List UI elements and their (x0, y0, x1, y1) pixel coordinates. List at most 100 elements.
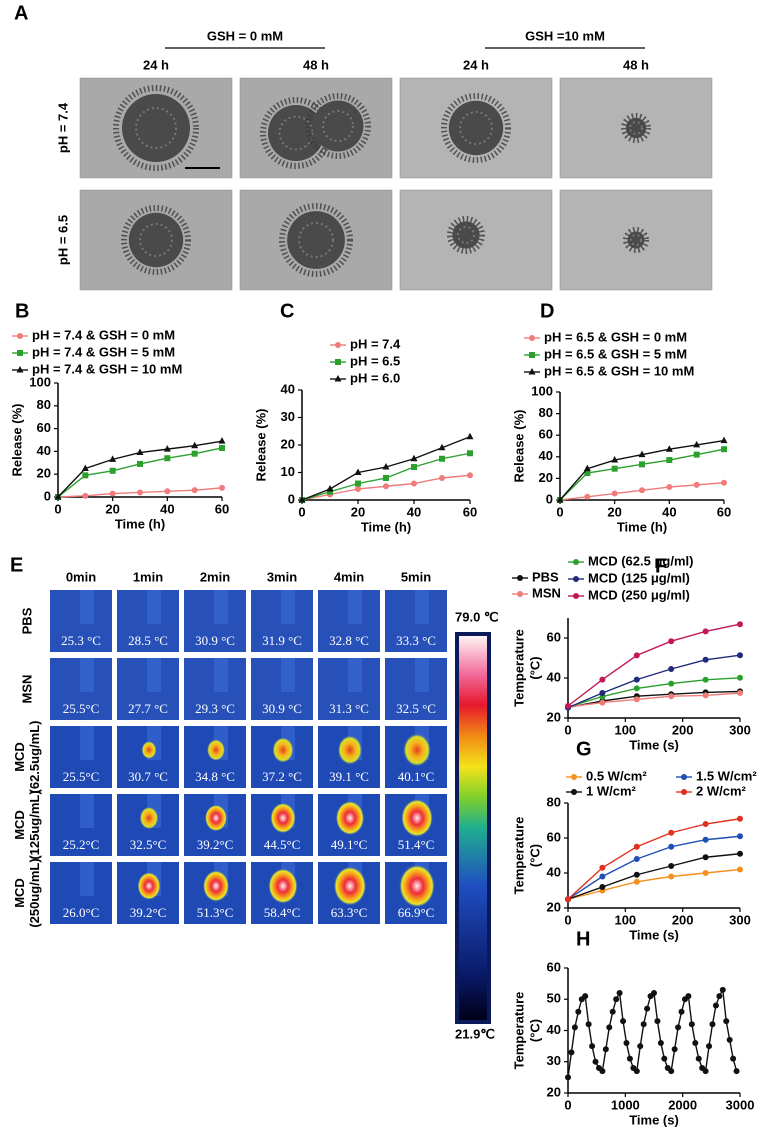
data-point (688, 1021, 695, 1028)
x-tick-label: 0 (564, 722, 571, 737)
temperature-label: 25.5°C (63, 701, 100, 716)
particle-texture (629, 121, 643, 135)
data-point (706, 1043, 713, 1050)
panel-label: A (14, 2, 28, 24)
data-point (737, 850, 743, 857)
data-point (666, 457, 673, 464)
data-point (326, 485, 334, 492)
data-point (355, 480, 361, 487)
x-tick-label: 200 (672, 722, 694, 737)
data-point (668, 1068, 675, 1075)
thermal-shade (348, 590, 362, 624)
data-point (137, 489, 143, 496)
temperature-label: 66.9°C (398, 905, 435, 920)
data-point (599, 676, 606, 683)
data-point (721, 446, 727, 453)
data-point (583, 464, 591, 472)
data-point (668, 843, 675, 850)
temperature-label: 29.3 °C (195, 701, 235, 716)
y-tick-label: 40 (281, 381, 295, 396)
particle (128, 212, 184, 268)
particle-texture (139, 223, 173, 257)
y-axis-label: (°C) (527, 1019, 542, 1042)
legend-label: MSN (532, 585, 561, 600)
legend-label: pH = 7.4 & GSH = 0 mM (32, 327, 175, 342)
data-point (585, 1021, 592, 1028)
row-label: pH = 6.5 (55, 215, 70, 265)
data-point (327, 488, 333, 495)
particle-halo (121, 205, 191, 275)
hot-spot (206, 738, 226, 762)
hot-spot (403, 733, 431, 767)
hot-spot (202, 870, 230, 902)
particle-halo (305, 93, 371, 159)
y-tick-label: 20 (281, 436, 295, 451)
color-bar-min: 21.9℃ (455, 1026, 495, 1041)
data-point (411, 464, 417, 470)
data-point (109, 467, 116, 474)
x-tick-label: 20 (351, 504, 365, 519)
data-point (702, 676, 709, 683)
data-point (439, 475, 445, 481)
temperature-label: 32.5 °C (396, 701, 436, 716)
data-point (611, 490, 618, 497)
data-point (633, 1068, 640, 1075)
thermal-shade (80, 658, 94, 692)
data-point (599, 699, 606, 706)
particle (625, 117, 647, 139)
data-point (599, 884, 606, 890)
group-header: GSH = 0 mM (207, 28, 283, 43)
legend-marker (529, 335, 535, 341)
data-point (606, 1024, 613, 1031)
data-point (219, 484, 225, 491)
temperature-label: 32.8 °C (329, 633, 369, 648)
data-point (726, 1036, 733, 1043)
particle-halo (621, 113, 651, 143)
column-header: 5min (401, 569, 431, 584)
column-header: 3min (267, 569, 297, 584)
legend-marker (573, 593, 579, 599)
x-tick-label: 40 (160, 501, 174, 516)
data-point (568, 1049, 575, 1056)
x-tick-label: 0 (556, 504, 563, 519)
y-tick-label: 60 (547, 629, 561, 644)
thermal-shade (281, 590, 295, 624)
thermal-shade (147, 658, 161, 692)
particle (448, 100, 504, 156)
data-point (730, 1055, 737, 1062)
hot-spot (337, 735, 363, 765)
row-label: MCD (12, 878, 27, 908)
data-point (639, 487, 645, 494)
column-header: 0min (66, 569, 96, 584)
legend-label: 1.5 W/cm² (696, 768, 757, 783)
temperature-label: 25.3 °C (61, 633, 101, 648)
data-point (556, 496, 564, 503)
temperature-label: 39.2°C (197, 837, 234, 852)
data-point (191, 487, 198, 494)
data-point (633, 843, 640, 850)
temperature-label: 58.4°C (264, 905, 301, 920)
data-point (582, 993, 589, 1000)
data-point (109, 490, 116, 497)
panel-label: B (15, 300, 29, 322)
x-tick-label: 0 (54, 501, 61, 516)
data-point (651, 990, 657, 996)
temperature-label: 37.2 °C (262, 769, 302, 784)
data-point (584, 470, 591, 476)
y-tick-label: 80 (539, 405, 553, 420)
x-axis-label: Time (s) (629, 1112, 679, 1127)
data-point (733, 1068, 740, 1075)
hot-spot (268, 868, 298, 904)
legend-label: MCD (62.5 μg/ml) (588, 553, 693, 568)
data-point (685, 993, 692, 1000)
y-tick-label: 30 (547, 1053, 561, 1068)
legend-marker (681, 789, 687, 795)
legend-label: pH = 6.5 & GSH = 10 mM (544, 363, 694, 378)
data-point (638, 450, 646, 458)
x-axis-label: Time (s) (629, 737, 679, 752)
row-label: pH = 7.4 (55, 102, 70, 153)
x-tick-label: 200 (672, 912, 694, 927)
particle-halo (447, 216, 485, 254)
y-tick-label: 30 (281, 409, 295, 424)
data-point (721, 479, 727, 486)
